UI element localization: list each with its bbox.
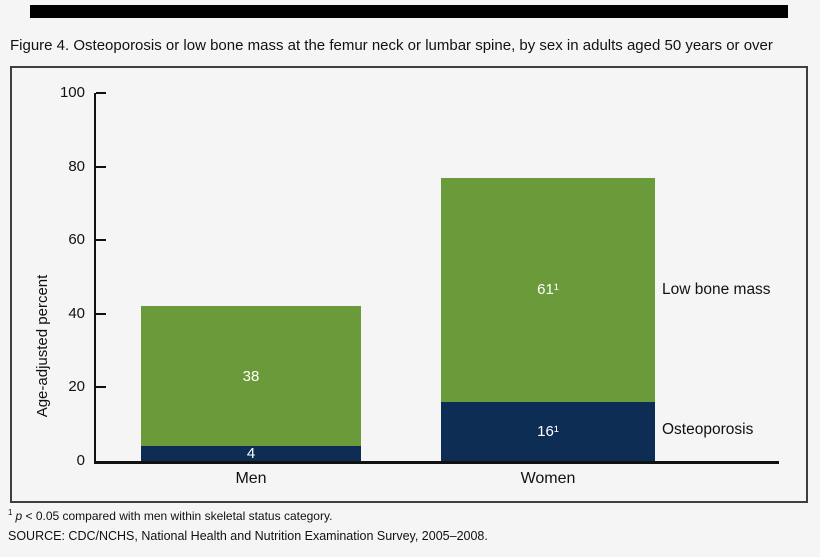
category-label-men: Men: [235, 470, 267, 487]
y-tick-mark-60: [96, 239, 106, 242]
y-tick-label-80: 80: [68, 157, 85, 175]
y-tick-label-0: 0: [76, 452, 85, 469]
x-axis-line: [94, 461, 779, 464]
y-tick-label-40: 40: [68, 304, 85, 322]
bar-value-label-men-low-bone-mass: 38: [242, 367, 260, 385]
y-tick-label-100: 100: [59, 84, 85, 101]
footnote-p-symbol: p: [15, 509, 23, 523]
bar-value-label-women-osteoporosis: 16¹: [537, 423, 559, 441]
y-axis-line: [94, 93, 96, 463]
bar-value-label-men-osteoporosis: 4: [246, 445, 256, 463]
source-note: SOURCE: CDC/NCHS, National Health and Nu…: [8, 529, 488, 543]
annotation-osteoporosis: Osteoporosis: [662, 421, 754, 438]
y-tick-mark-80: [96, 165, 106, 168]
category-label-women: Women: [520, 470, 576, 487]
bar-segment-women-low-bone-mass: 61¹: [441, 177, 655, 403]
y-tick-label-20: 20: [68, 378, 85, 396]
footnote-marker: 1: [8, 508, 13, 517]
y-tick-mark-100: [96, 92, 106, 94]
bar-value-label-women-low-bone-mass: 61¹: [537, 281, 559, 299]
footnote-text: < 0.05 compared with men within skeletal…: [22, 509, 333, 523]
bar-segment-men-low-bone-mass: 38: [141, 306, 361, 447]
bar-segment-women-osteoporosis: 16¹: [441, 402, 655, 461]
plot-area: Low bone mass Osteoporosis 0 20 40 60 80 100 4…: [60, 84, 781, 487]
chart-box: Age-adjusted percent Low bone mass Osteo…: [10, 66, 808, 503]
y-tick-mark-40: [96, 312, 106, 315]
bar-segment-men-osteoporosis: 4: [141, 446, 361, 461]
y-tick-label-60: 60: [68, 231, 85, 249]
y-tick-mark-20: [96, 386, 106, 389]
annotation-low-bone-mass: Low bone mass: [662, 281, 771, 298]
top-black-bar: [30, 5, 788, 18]
figure-title: Figure 4. Osteoporosis or low bone mass …: [10, 37, 773, 54]
